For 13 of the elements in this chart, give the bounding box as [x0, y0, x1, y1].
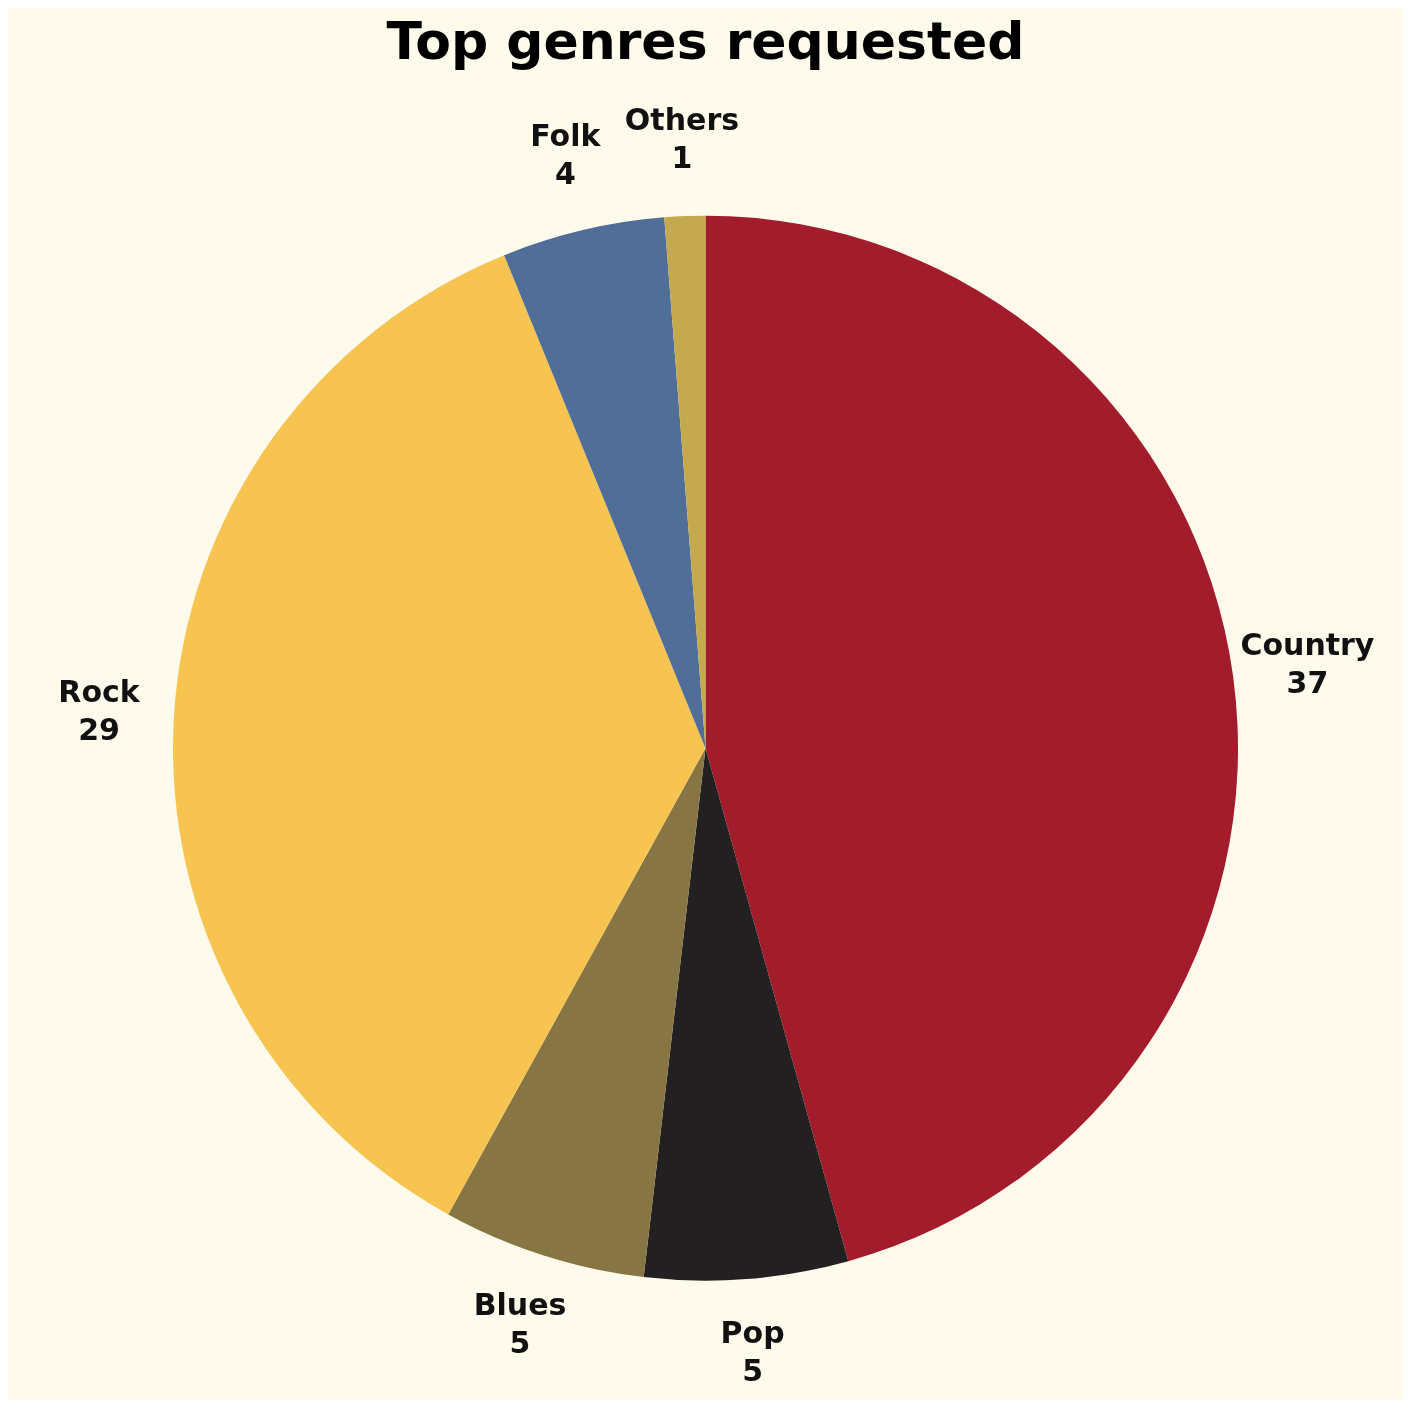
data-label: 4 — [554, 155, 576, 191]
slice-label: Country — [1240, 626, 1375, 662]
slice-label: Others — [624, 101, 740, 137]
data-label: 5 — [742, 1352, 764, 1388]
slice-label: Pop — [720, 1314, 785, 1350]
data-label: 29 — [78, 711, 120, 747]
slice-label: Rock — [58, 673, 141, 709]
slice-label: Folk — [530, 117, 602, 153]
slice-label: Blues — [473, 1287, 567, 1323]
data-label: 37 — [1286, 664, 1329, 700]
data-label: 5 — [509, 1325, 531, 1361]
chart-title: Top genres requested — [386, 10, 1025, 71]
data-label: 1 — [671, 139, 693, 175]
